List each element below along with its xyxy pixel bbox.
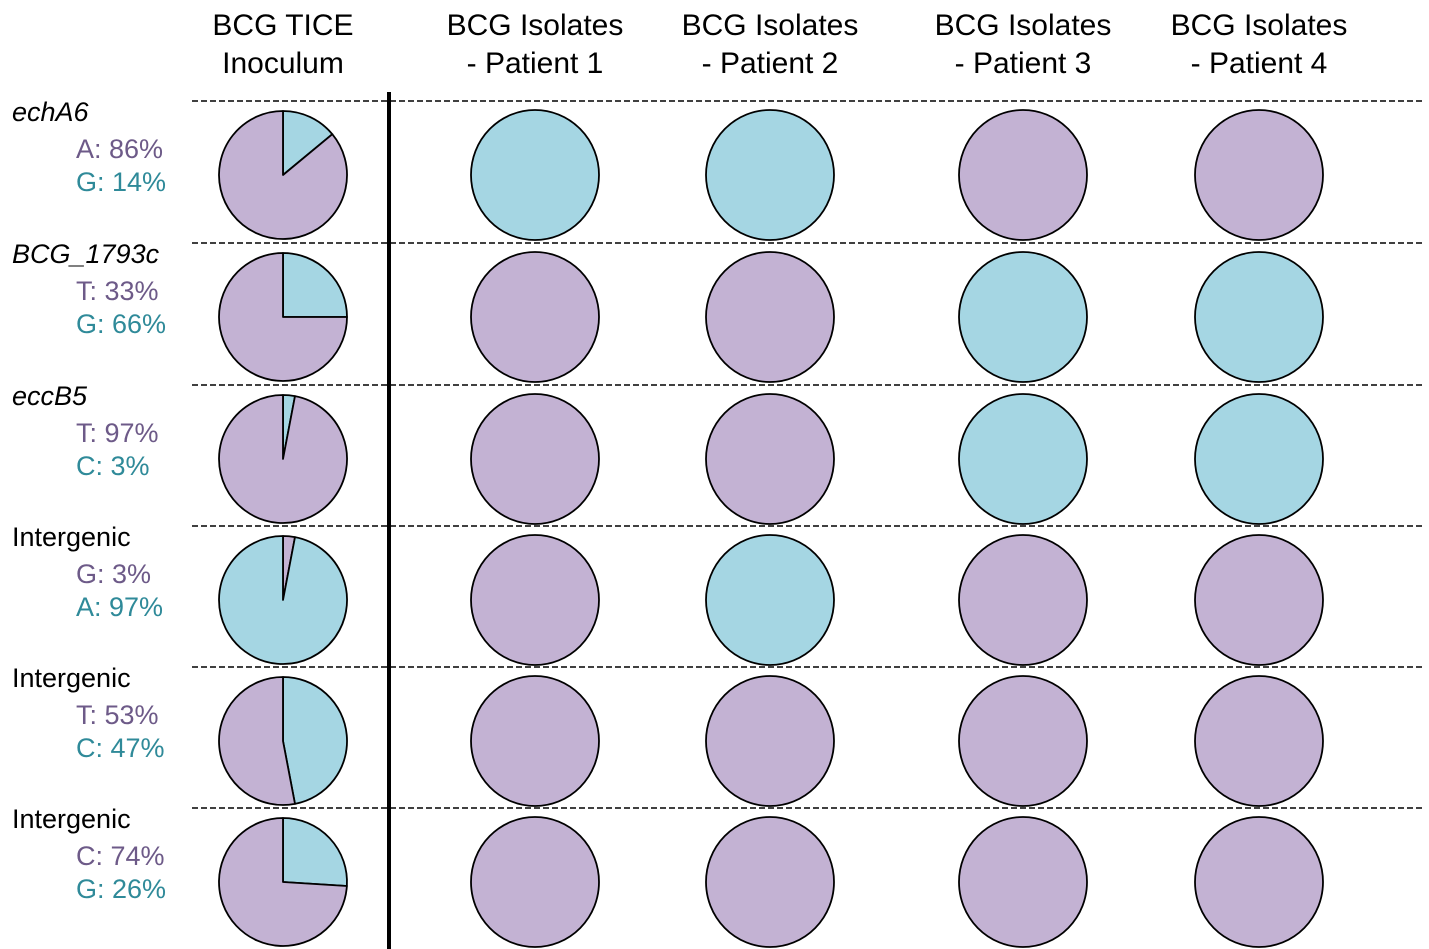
isolate-pie bbox=[959, 676, 1087, 806]
gene-label: Intergenic bbox=[12, 663, 131, 693]
pie-slice bbox=[283, 253, 347, 317]
pie-slice bbox=[283, 818, 347, 886]
allele-label: T: 33% bbox=[76, 276, 159, 306]
isolate-pie bbox=[471, 535, 599, 665]
column-header-line1: BCG Isolates bbox=[682, 9, 859, 42]
allele-label: C: 3% bbox=[76, 451, 150, 481]
isolate-pie bbox=[1195, 676, 1323, 806]
isolate-pie bbox=[471, 817, 599, 947]
allele-label: G: 14% bbox=[76, 167, 166, 197]
isolate-pie bbox=[1195, 252, 1323, 382]
gene-label: eccB5 bbox=[12, 381, 88, 411]
isolate-pie bbox=[959, 252, 1087, 382]
isolate-pie bbox=[471, 252, 599, 382]
column-header-line1: BCG Isolates bbox=[935, 9, 1112, 42]
pie-slice bbox=[219, 677, 295, 805]
isolate-pie bbox=[959, 535, 1087, 665]
isolate-pie bbox=[706, 110, 834, 240]
isolate-pie bbox=[1195, 817, 1323, 947]
allele-label: T: 97% bbox=[76, 418, 159, 448]
isolate-pie bbox=[706, 252, 834, 382]
allele-label: T: 53% bbox=[76, 700, 159, 730]
pie-slice bbox=[283, 677, 347, 804]
isolate-pie bbox=[1195, 394, 1323, 524]
allele-label: A: 86% bbox=[76, 134, 163, 164]
gene-label: BCG_1793c bbox=[12, 239, 160, 269]
allele-label: G: 66% bbox=[76, 309, 166, 339]
column-header-line1: BCG Isolates bbox=[447, 9, 624, 42]
column-header-line1: BCG Isolates bbox=[1171, 9, 1348, 42]
allele-label: G: 26% bbox=[76, 874, 166, 904]
column-header-line2: - Patient 3 bbox=[955, 47, 1092, 80]
isolate-pie bbox=[959, 817, 1087, 947]
column-header-line2: - Patient 2 bbox=[702, 47, 839, 80]
isolate-pie bbox=[706, 535, 834, 665]
pie-slice bbox=[219, 536, 347, 664]
gene-label: Intergenic bbox=[12, 522, 131, 552]
allele-label: C: 47% bbox=[76, 733, 165, 763]
column-header-line2: Inoculum bbox=[222, 47, 344, 80]
pie-slice bbox=[219, 395, 347, 523]
gene-label: Intergenic bbox=[12, 804, 131, 834]
isolate-pie bbox=[471, 110, 599, 240]
gene-label: echA6 bbox=[12, 97, 90, 127]
isolate-pie bbox=[959, 394, 1087, 524]
column-header-line2: - Patient 4 bbox=[1191, 47, 1328, 80]
isolate-pie bbox=[959, 110, 1087, 240]
column-header-line2: - Patient 1 bbox=[467, 47, 604, 80]
isolate-pie bbox=[706, 676, 834, 806]
isolate-pie bbox=[471, 394, 599, 524]
isolate-pie bbox=[706, 817, 834, 947]
allele-label: G: 3% bbox=[76, 559, 151, 589]
isolate-pie bbox=[1195, 535, 1323, 665]
isolate-pie bbox=[706, 394, 834, 524]
isolate-pie bbox=[1195, 110, 1323, 240]
allele-label: A: 97% bbox=[76, 592, 163, 622]
isolate-pie bbox=[471, 676, 599, 806]
allele-label: C: 74% bbox=[76, 841, 165, 871]
column-header-line1: BCG TICE bbox=[212, 9, 353, 42]
